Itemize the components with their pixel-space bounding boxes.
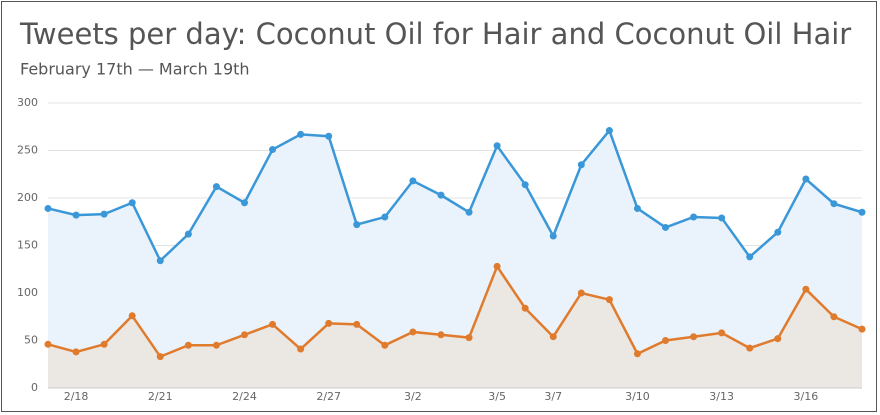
point bbox=[184, 341, 192, 349]
point bbox=[633, 350, 641, 358]
point bbox=[858, 208, 866, 216]
point bbox=[297, 345, 305, 353]
x-tick-label: 3/2 bbox=[404, 390, 422, 403]
point bbox=[690, 333, 698, 341]
point bbox=[156, 353, 164, 361]
x-tick-label: 3/13 bbox=[709, 390, 734, 403]
point bbox=[240, 331, 248, 339]
point bbox=[437, 331, 445, 339]
line bbox=[47, 263, 863, 359]
x-tick-label: 3/7 bbox=[544, 390, 562, 403]
y-tick-label: 200 bbox=[17, 191, 38, 204]
chart-title: Tweets per day: Coconut Oil for Hair and… bbox=[19, 17, 851, 51]
y-tick-label: 300 bbox=[17, 96, 38, 109]
x-tick-label: 2/21 bbox=[148, 390, 173, 403]
point bbox=[662, 223, 670, 231]
point bbox=[128, 199, 136, 207]
point bbox=[858, 325, 866, 333]
y-tick-label: 150 bbox=[17, 239, 38, 252]
x-tick-label: 2/18 bbox=[64, 390, 89, 403]
point bbox=[577, 289, 585, 297]
point bbox=[718, 214, 726, 222]
y-tick-label: 100 bbox=[17, 286, 38, 299]
point bbox=[409, 177, 417, 185]
x-tick-label: 3/10 bbox=[625, 390, 650, 403]
point bbox=[605, 296, 613, 304]
point bbox=[353, 221, 361, 229]
point bbox=[184, 230, 192, 238]
y-tick-label: 50 bbox=[24, 334, 38, 347]
point bbox=[72, 348, 80, 356]
point bbox=[549, 232, 557, 240]
point bbox=[212, 183, 220, 191]
point bbox=[662, 337, 670, 344]
point bbox=[240, 199, 248, 207]
point bbox=[269, 320, 277, 328]
x-tick-label: 2/24 bbox=[232, 390, 257, 403]
point bbox=[802, 175, 810, 183]
point bbox=[493, 142, 501, 150]
point bbox=[381, 213, 389, 221]
point bbox=[325, 132, 333, 140]
point bbox=[437, 191, 445, 199]
point bbox=[746, 253, 754, 261]
point bbox=[100, 210, 108, 218]
point bbox=[605, 127, 613, 135]
point bbox=[802, 285, 810, 293]
point bbox=[409, 328, 417, 336]
point bbox=[44, 204, 52, 212]
point bbox=[830, 313, 838, 321]
point bbox=[690, 213, 698, 221]
point bbox=[774, 228, 782, 236]
point bbox=[353, 320, 361, 328]
x-tick-label: 3/16 bbox=[794, 390, 819, 403]
area bbox=[48, 266, 862, 388]
point bbox=[212, 341, 220, 349]
point bbox=[746, 344, 754, 352]
point bbox=[465, 208, 473, 216]
point bbox=[72, 211, 80, 219]
point bbox=[493, 262, 501, 270]
point bbox=[633, 204, 641, 212]
point bbox=[100, 340, 108, 348]
point bbox=[774, 335, 782, 343]
point bbox=[297, 130, 305, 138]
point bbox=[830, 200, 838, 208]
point bbox=[128, 312, 136, 320]
point bbox=[549, 333, 557, 341]
point bbox=[156, 257, 164, 265]
point bbox=[521, 181, 529, 189]
point bbox=[465, 334, 473, 342]
point bbox=[269, 146, 277, 154]
point bbox=[381, 341, 389, 349]
point bbox=[521, 304, 529, 312]
y-tick-label: 0 bbox=[31, 381, 38, 394]
point bbox=[577, 161, 585, 169]
line bbox=[47, 128, 863, 263]
y-tick-label: 250 bbox=[17, 144, 38, 157]
point bbox=[44, 340, 52, 348]
x-tick-label: 3/5 bbox=[488, 390, 506, 403]
point bbox=[325, 319, 333, 327]
point bbox=[718, 329, 726, 337]
chart-subtitle: February 17th — March 19th bbox=[20, 60, 250, 79]
area bbox=[48, 130, 862, 389]
x-tick-label: 2/27 bbox=[316, 390, 341, 403]
